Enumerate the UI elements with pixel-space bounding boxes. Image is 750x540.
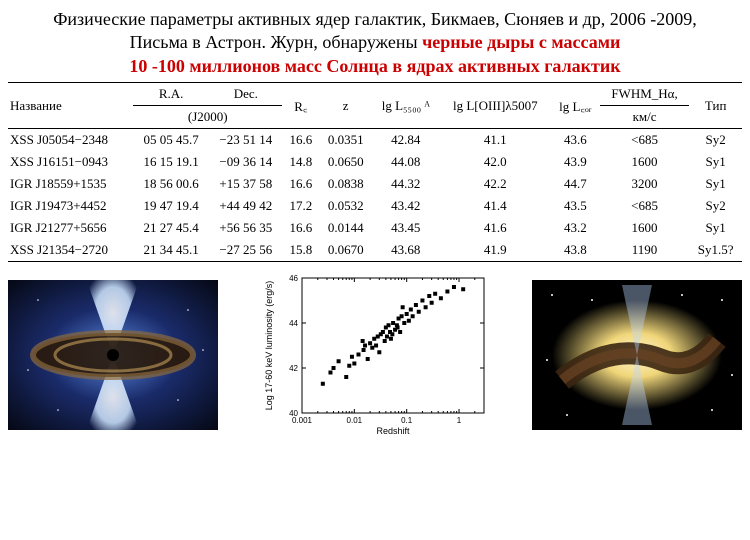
page-title: Физические параметры активных ядер галак… bbox=[8, 8, 742, 78]
table-cell: 44.32 bbox=[372, 173, 440, 195]
svg-text:Log 17-60 keV luminosity (erg/: Log 17-60 keV luminosity (erg/s) bbox=[264, 281, 274, 411]
table-cell: 0.0351 bbox=[319, 129, 372, 152]
table-cell: IGR J19473+4452 bbox=[8, 195, 133, 217]
table-cell: IGR J21277+5656 bbox=[8, 217, 133, 239]
table-cell: 05 05 45.7 bbox=[133, 129, 209, 152]
table-cell: 41.4 bbox=[440, 195, 551, 217]
table-row: IGR J18559+153518 56 00.6+15 37 5816.60.… bbox=[8, 173, 742, 195]
table-cell: Sy1 bbox=[689, 217, 742, 239]
table-cell: 42.2 bbox=[440, 173, 551, 195]
table-cell: 17.2 bbox=[282, 195, 319, 217]
table-cell: 43.68 bbox=[372, 239, 440, 262]
table-row: IGR J19473+445219 47 19.4+44 49 4217.20.… bbox=[8, 195, 742, 217]
fig-galaxy bbox=[532, 272, 742, 437]
table-cell: 19 47 19.4 bbox=[133, 195, 209, 217]
title-line1: Физические параметры активных ядер галак… bbox=[53, 9, 697, 29]
col-z: z bbox=[319, 83, 372, 129]
col-epoch: (J2000) bbox=[133, 106, 282, 129]
table-cell: 3200 bbox=[600, 173, 690, 195]
col-l5500: lg L₅₅₀₀ ᴬ bbox=[372, 83, 440, 129]
table-cell: 0.0670 bbox=[319, 239, 372, 262]
col-fwhm-unit: км/с bbox=[600, 106, 690, 129]
table-cell: 0.0144 bbox=[319, 217, 372, 239]
figures-row: 404244460.0010.010.11RedshiftLog 17-60 k… bbox=[8, 272, 742, 437]
table-row: XSS J21354−272021 34 45.1−27 25 5615.80.… bbox=[8, 239, 742, 262]
svg-text:44: 44 bbox=[289, 319, 298, 328]
col-lcor: lg L꜀ₒᵣ bbox=[551, 83, 600, 129]
table-cell: −09 36 14 bbox=[209, 151, 282, 173]
table-cell: 42.84 bbox=[372, 129, 440, 152]
title-line3: 10 -100 миллионов масс Солнца в ядрах ак… bbox=[129, 56, 620, 76]
table-cell: 43.8 bbox=[551, 239, 600, 262]
col-dec: Dec. bbox=[209, 83, 282, 106]
table-cell: 41.6 bbox=[440, 217, 551, 239]
agn-table: Название R.A. Dec. R꜀ z lg L₅₅₀₀ ᴬ lg L[… bbox=[8, 82, 742, 262]
table-cell: 41.9 bbox=[440, 239, 551, 262]
table-row: IGR J21277+565621 27 45.4+56 56 3516.60.… bbox=[8, 217, 742, 239]
table-cell: 14.8 bbox=[282, 151, 319, 173]
table-cell: 0.0650 bbox=[319, 151, 372, 173]
fig-scatter: 404244460.0010.010.11RedshiftLog 17-60 k… bbox=[260, 272, 490, 437]
table-cell: −23 51 14 bbox=[209, 129, 282, 152]
table-cell: 44.08 bbox=[372, 151, 440, 173]
col-loiii: lg L[OIII]λ5007 bbox=[440, 83, 551, 129]
svg-text:0.001: 0.001 bbox=[292, 416, 313, 425]
table-cell: 43.5 bbox=[551, 195, 600, 217]
table-cell: Sy1 bbox=[689, 151, 742, 173]
svg-text:Redshift: Redshift bbox=[376, 426, 410, 436]
table-cell: 43.45 bbox=[372, 217, 440, 239]
table-cell: 41.1 bbox=[440, 129, 551, 152]
table-cell: IGR J18559+1535 bbox=[8, 173, 133, 195]
table-cell: Sy2 bbox=[689, 195, 742, 217]
table-cell: 43.9 bbox=[551, 151, 600, 173]
table-cell: Sy1 bbox=[689, 173, 742, 195]
table-row: XSS J16151−094316 15 19.1−09 36 1414.80.… bbox=[8, 151, 742, 173]
table-cell: 1600 bbox=[600, 217, 690, 239]
table-cell: 43.2 bbox=[551, 217, 600, 239]
table-cell: 16.6 bbox=[282, 217, 319, 239]
col-ra: R.A. bbox=[133, 83, 209, 106]
table-cell: 16.6 bbox=[282, 129, 319, 152]
table-cell: 21 34 45.1 bbox=[133, 239, 209, 262]
col-name: Название bbox=[8, 83, 133, 129]
table-cell: 0.0532 bbox=[319, 195, 372, 217]
table-cell: Sy2 bbox=[689, 129, 742, 152]
fig-agn-art bbox=[8, 272, 218, 437]
table-cell: +56 56 35 bbox=[209, 217, 282, 239]
col-re: R꜀ bbox=[282, 83, 319, 129]
table-cell: +44 49 42 bbox=[209, 195, 282, 217]
table-cell: XSS J16151−0943 bbox=[8, 151, 133, 173]
table-cell: <685 bbox=[600, 129, 690, 152]
col-fwhm: FWHM_Hα, bbox=[600, 83, 690, 106]
table-cell: 18 56 00.6 bbox=[133, 173, 209, 195]
table-cell: XSS J05054−2348 bbox=[8, 129, 133, 152]
table-cell: Sy1.5? bbox=[689, 239, 742, 262]
table-cell: 0.0838 bbox=[319, 173, 372, 195]
table-row: XSS J05054−234805 05 45.7−23 51 1416.60.… bbox=[8, 129, 742, 152]
table-cell: 43.6 bbox=[551, 129, 600, 152]
table-cell: 43.42 bbox=[372, 195, 440, 217]
table-cell: XSS J21354−2720 bbox=[8, 239, 133, 262]
table-cell: −27 25 56 bbox=[209, 239, 282, 262]
svg-text:1: 1 bbox=[457, 416, 462, 425]
title-line2b: черные дыры с массами bbox=[422, 32, 620, 52]
col-type: Тип bbox=[689, 83, 742, 129]
svg-text:0.01: 0.01 bbox=[347, 416, 363, 425]
table-cell: <685 bbox=[600, 195, 690, 217]
table-cell: 15.8 bbox=[282, 239, 319, 262]
title-line2a: Письма в Астрон. Журн, обнаружены bbox=[130, 32, 422, 52]
svg-text:46: 46 bbox=[289, 274, 298, 283]
table-cell: 16 15 19.1 bbox=[133, 151, 209, 173]
svg-text:42: 42 bbox=[289, 364, 298, 373]
table-cell: 1190 bbox=[600, 239, 690, 262]
table-cell: 44.7 bbox=[551, 173, 600, 195]
svg-text:0.1: 0.1 bbox=[401, 416, 413, 425]
table-cell: +15 37 58 bbox=[209, 173, 282, 195]
table-cell: 21 27 45.4 bbox=[133, 217, 209, 239]
table-cell: 16.6 bbox=[282, 173, 319, 195]
table-cell: 42.0 bbox=[440, 151, 551, 173]
table-cell: 1600 bbox=[600, 151, 690, 173]
